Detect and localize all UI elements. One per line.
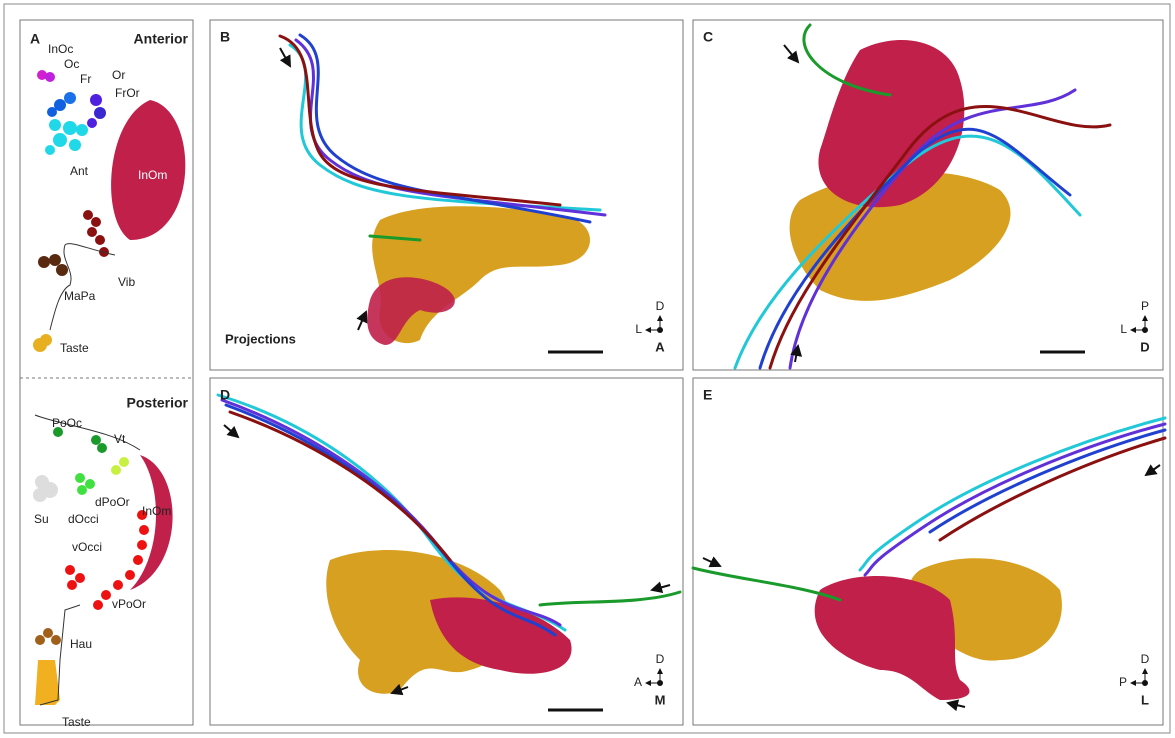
compass-left-label: L: [1120, 322, 1127, 336]
compass-left-label: A: [634, 675, 642, 689]
cell-label: InOm: [138, 168, 167, 182]
compass-left-label: L: [635, 322, 642, 336]
cell-label: Ant: [70, 164, 89, 178]
cell-label: FrOr: [115, 86, 140, 100]
compass-view-label: L: [1141, 692, 1149, 707]
panel-e: [693, 378, 1165, 725]
cell-label: InOc: [48, 42, 73, 56]
compass-up-label: D: [656, 299, 665, 313]
panel-label: C: [703, 29, 713, 45]
compass-view-label: D: [1140, 339, 1149, 354]
panel-b: [210, 20, 683, 370]
compass-dot: [657, 327, 663, 333]
cell-label: Oc: [64, 57, 79, 71]
cell-label: dPoOr: [95, 495, 130, 509]
section-title: Posterior: [127, 395, 189, 411]
cell-label: Taste: [60, 341, 89, 355]
compass-up-label: P: [1141, 299, 1149, 313]
compass-view-label: A: [655, 339, 665, 354]
compass-dot: [1142, 327, 1148, 333]
panel-a: A Anterior Posterior: [20, 20, 193, 725]
cell-label: vPoOr: [112, 597, 146, 611]
compass-up-label: D: [1141, 652, 1150, 666]
panel-label: E: [703, 387, 712, 403]
compass-dot: [1142, 680, 1148, 686]
panel-c: [693, 20, 1163, 370]
panel-label: D: [220, 387, 230, 403]
cell-label: MaPa: [64, 289, 96, 303]
cell-label: Hau: [70, 637, 92, 651]
compass-view-label: M: [655, 692, 666, 707]
compass-dot: [657, 680, 663, 686]
cell-label: Vt: [114, 432, 126, 446]
figure: A Anterior Posterior InOcOcFrOrFrOrAntIn…: [0, 0, 1175, 738]
cell-label: Su: [34, 512, 49, 526]
cell-label: vOcci: [72, 540, 102, 554]
cell-label: Fr: [80, 72, 91, 86]
cell-label: InOm: [142, 504, 171, 518]
cell-label: dOcci: [68, 512, 99, 526]
cell-label: Taste: [62, 715, 91, 729]
compass-up-label: D: [656, 652, 665, 666]
caption: Projections: [225, 331, 296, 346]
cell-label: Vib: [118, 275, 135, 289]
panel-d: [210, 378, 683, 725]
panel-label: A: [30, 31, 40, 47]
section-title: Anterior: [134, 31, 189, 47]
compass-left-label: P: [1119, 675, 1127, 689]
cell-label: PoOc: [52, 416, 82, 430]
cell-label: Or: [112, 68, 125, 82]
panel-label: B: [220, 29, 230, 45]
